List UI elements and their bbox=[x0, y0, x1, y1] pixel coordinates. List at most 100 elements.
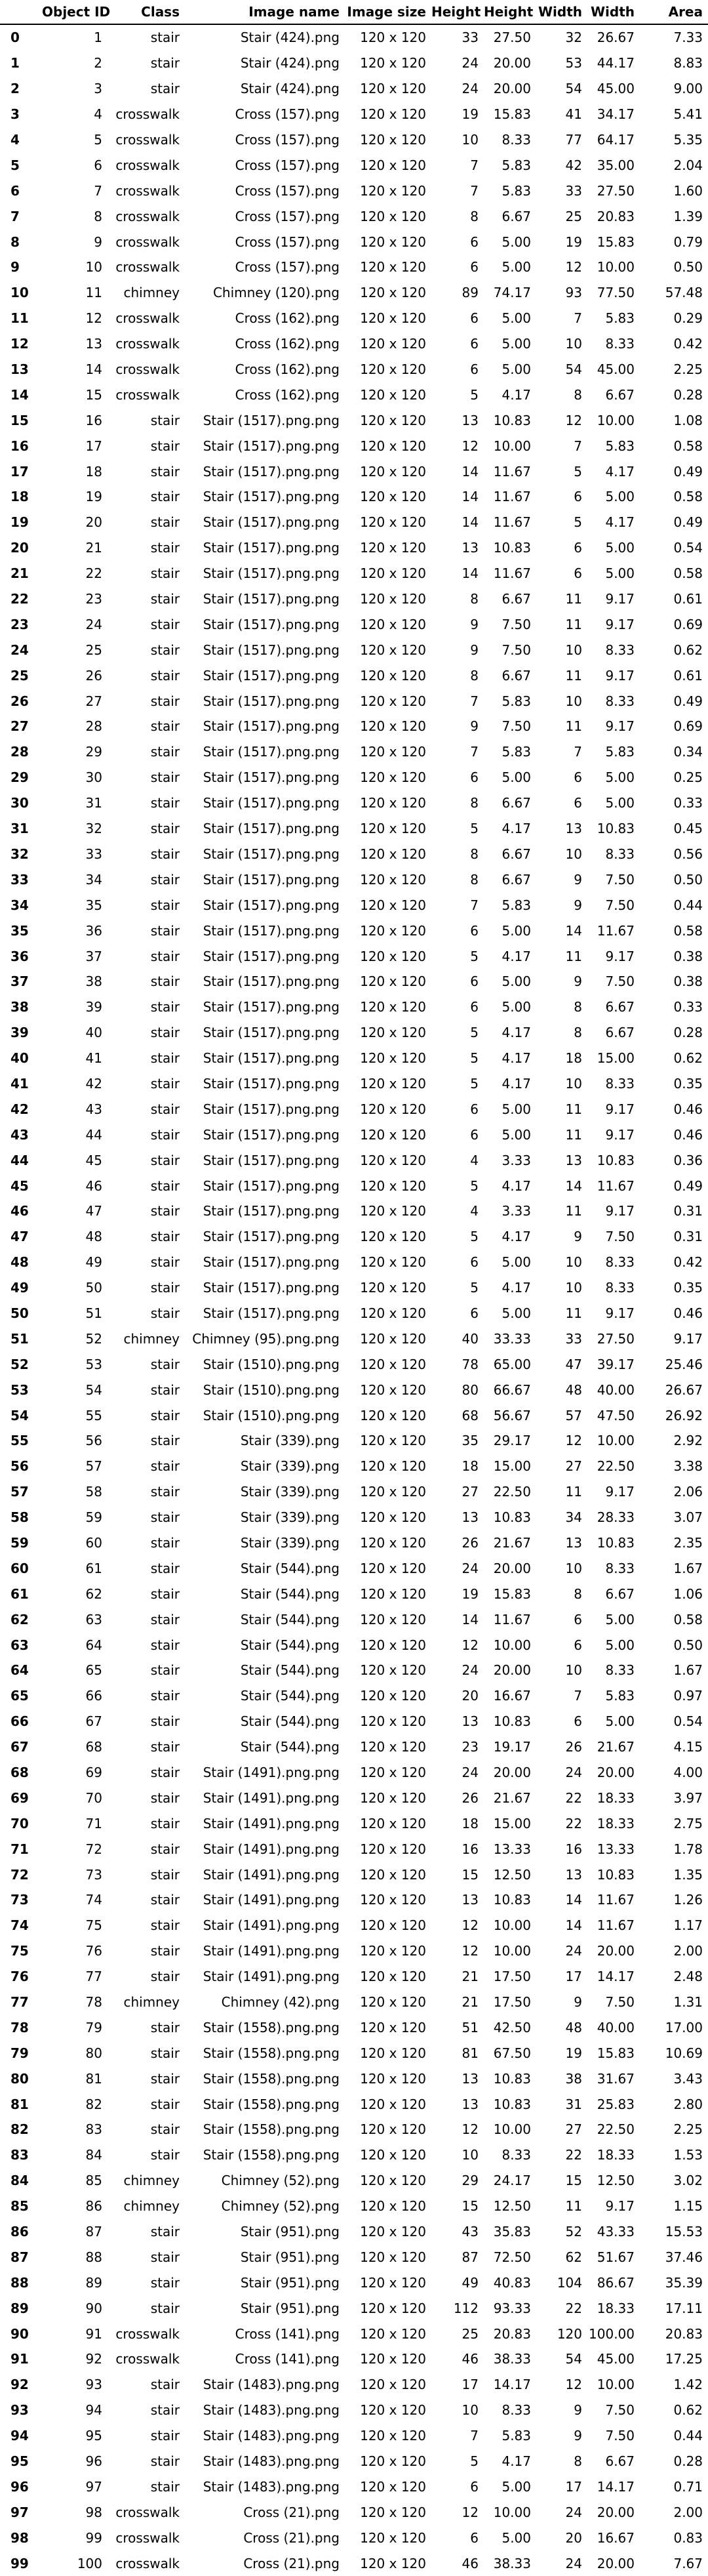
width-px-cell: 13 bbox=[565, 821, 582, 837]
height-px-cell: 7 bbox=[470, 2428, 479, 2444]
height-px-cell: 12 bbox=[462, 1637, 479, 1653]
area-cell: 1.15 bbox=[673, 2198, 703, 2215]
height-pct-cell: 15.83 bbox=[493, 1585, 531, 1602]
image-size-cell: 120 x 120 bbox=[360, 132, 426, 148]
table-row: 37 38 stair Stair (1517).png.png 120 x 120 6 5… bbox=[0, 969, 708, 994]
width-px-cell: 27 bbox=[565, 1458, 582, 1475]
area-cell: 2.25 bbox=[673, 361, 703, 378]
row-index: 73 bbox=[10, 1892, 29, 1908]
row-index: 23 bbox=[10, 616, 29, 632]
area-cell: 37.46 bbox=[665, 2249, 703, 2265]
height-pct-cell: 11.67 bbox=[493, 514, 531, 531]
width-px-cell: 41 bbox=[565, 106, 582, 123]
class-cell: stair bbox=[150, 2478, 180, 2495]
object-id-cell: 97 bbox=[85, 2478, 102, 2495]
area-cell: 0.28 bbox=[673, 386, 703, 403]
area-cell: 17.11 bbox=[665, 2300, 703, 2316]
image-size-cell: 120 x 120 bbox=[360, 1025, 426, 1041]
height-pct-cell: 10.00 bbox=[493, 1917, 531, 1934]
image-size-cell: 120 x 120 bbox=[360, 795, 426, 811]
area-cell: 0.61 bbox=[673, 667, 703, 684]
width-pct-cell: 4.17 bbox=[605, 514, 635, 531]
height-px-cell: 6 bbox=[470, 999, 479, 1015]
height-px-cell: 7 bbox=[470, 182, 479, 199]
row-index: 62 bbox=[10, 1611, 29, 1627]
area-cell: 3.97 bbox=[673, 1789, 703, 1806]
image-name-cell: Stair (1517).png.png bbox=[203, 922, 340, 939]
image-name-cell: Stair (1517).png.png bbox=[203, 693, 340, 709]
width-px-cell: 13 bbox=[565, 1866, 582, 1883]
width-pct-cell: 7.50 bbox=[605, 2428, 635, 2444]
width-pct-cell: 7.50 bbox=[605, 1229, 635, 1245]
row-index: 94 bbox=[10, 2428, 29, 2444]
height-pct-cell: 74.17 bbox=[493, 285, 531, 301]
area-cell: 1.06 bbox=[673, 1585, 703, 1602]
area-cell: 1.60 bbox=[673, 182, 703, 199]
image-name-cell: Cross (157).png bbox=[235, 234, 340, 250]
width-pct-cell: 9.17 bbox=[605, 1101, 635, 1117]
width-px-cell: 22 bbox=[565, 2147, 582, 2163]
height-pct-cell: 10.00 bbox=[493, 438, 531, 454]
image-name-cell: Stair (951).png bbox=[240, 2224, 340, 2240]
table-row: 15 16 stair Stair (1517).png.png 120 x 120 13… bbox=[0, 407, 708, 433]
table-row: 43 44 stair Stair (1517).png.png 120 x 120 6 5… bbox=[0, 1122, 708, 1147]
height-px-cell: 6 bbox=[470, 1305, 479, 1321]
object-id-cell: 43 bbox=[85, 1101, 102, 1117]
row-index: 9 bbox=[10, 259, 20, 276]
image-name-cell: Stair (951).png bbox=[240, 2300, 340, 2316]
column-header-height-pct: Height bbox=[484, 0, 536, 25]
image-name-cell: Stair (1517).png.png bbox=[203, 769, 340, 786]
object-id-cell: 14 bbox=[85, 361, 102, 378]
image-size-cell: 120 x 120 bbox=[360, 1688, 426, 1704]
width-px-cell: 12 bbox=[565, 259, 582, 276]
width-px-cell: 10 bbox=[565, 846, 582, 862]
height-px-cell: 4 bbox=[470, 1152, 479, 1168]
table-row: 95 96 stair Stair (1483).png.png 120 x 120 5 4… bbox=[0, 2449, 708, 2474]
image-size-cell: 120 x 120 bbox=[360, 2147, 426, 2163]
object-id-cell: 70 bbox=[85, 1789, 102, 1806]
height-px-cell: 20 bbox=[462, 1688, 479, 1704]
height-px-cell: 13 bbox=[462, 2096, 479, 2112]
height-pct-cell: 7.50 bbox=[502, 718, 531, 735]
width-pct-cell: 21.67 bbox=[597, 1739, 635, 1755]
width-pct-cell: 9.17 bbox=[605, 1484, 635, 1500]
image-size-cell: 120 x 120 bbox=[360, 2529, 426, 2546]
height-pct-cell: 21.67 bbox=[493, 1789, 531, 1806]
class-cell: stair bbox=[150, 821, 180, 837]
object-id-cell: 90 bbox=[85, 2300, 102, 2316]
width-px-cell: 11 bbox=[565, 1484, 582, 1500]
height-px-cell: 16 bbox=[462, 1841, 479, 1857]
width-px-cell: 8 bbox=[574, 2453, 582, 2470]
table-row: 53 54 stair Stair (1510).png.png 120 x 120 80… bbox=[0, 1377, 708, 1402]
width-pct-cell: 18.33 bbox=[597, 2147, 635, 2163]
width-pct-cell: 5.83 bbox=[605, 438, 635, 454]
table-row: 9 10 crosswalk Cross (157).png 120 x 120 6 5.0… bbox=[0, 255, 708, 280]
image-name-cell: Stair (1517).png.png bbox=[203, 871, 340, 888]
image-size-cell: 120 x 120 bbox=[360, 1356, 426, 1372]
header-row: Object ID Class Image name Image size He… bbox=[0, 0, 708, 25]
height-px-cell: 5 bbox=[470, 1075, 479, 1092]
image-name-cell: Stair (951).png bbox=[240, 2249, 340, 2265]
row-index: 24 bbox=[10, 642, 29, 658]
image-size-cell: 120 x 120 bbox=[360, 1050, 426, 1067]
width-px-cell: 15 bbox=[565, 2173, 582, 2189]
area-cell: 9.00 bbox=[673, 81, 703, 97]
class-cell: stair bbox=[150, 81, 180, 97]
class-cell: chimney bbox=[123, 2173, 180, 2189]
width-pct-cell: 6.67 bbox=[605, 1585, 635, 1602]
height-pct-cell: 5.00 bbox=[502, 1254, 531, 1271]
height-pct-cell: 4.17 bbox=[502, 1050, 531, 1067]
height-pct-cell: 5.00 bbox=[502, 999, 531, 1015]
image-size-cell: 120 x 120 bbox=[360, 157, 426, 173]
image-name-cell: Cross (157).png bbox=[235, 259, 340, 276]
class-cell: stair bbox=[150, 2045, 180, 2061]
width-px-cell: 26 bbox=[565, 1739, 582, 1755]
height-pct-cell: 5.83 bbox=[502, 897, 531, 913]
class-cell: stair bbox=[150, 438, 180, 454]
object-id-cell: 13 bbox=[85, 336, 102, 352]
row-index: 16 bbox=[10, 438, 29, 454]
table-row: 96 97 stair Stair (1483).png.png 120 x 120 6 5… bbox=[0, 2474, 708, 2500]
height-pct-cell: 5.83 bbox=[502, 2428, 531, 2444]
image-name-cell: Stair (544).png bbox=[240, 1688, 340, 1704]
image-name-cell: Stair (1517).png.png bbox=[203, 667, 340, 684]
